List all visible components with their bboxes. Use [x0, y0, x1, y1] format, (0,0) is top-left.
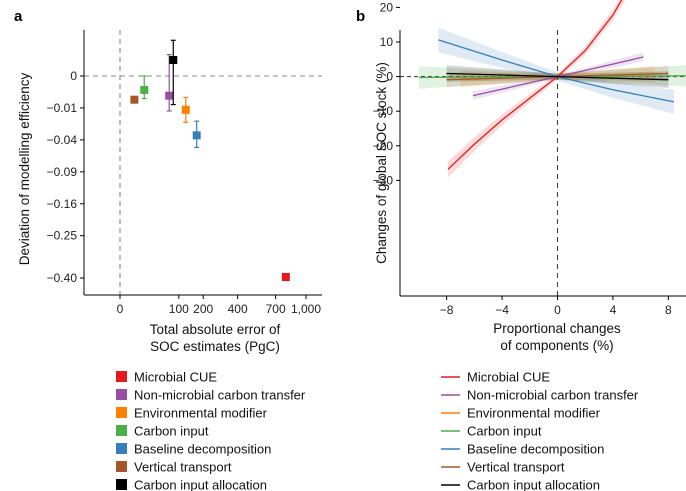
legend-swatch: [116, 407, 127, 418]
legend-label: Vertical transport: [467, 460, 565, 475]
legend-label: Environmental modifier: [134, 406, 268, 421]
panel-b-confidence-bands: [418, 0, 686, 178]
marker: [130, 95, 139, 104]
band-microbial-cue: [448, 0, 626, 178]
panel-b-y-axis-label: Changes of global SOC stock (%): [374, 62, 389, 264]
panel-b-x-axis-label-line2: of components (%): [500, 338, 613, 353]
panel-b-x-tick-label: 8: [665, 303, 672, 317]
legend-label: Carbon input: [467, 424, 542, 439]
legend-label: Microbial CUE: [467, 370, 550, 385]
legend-swatch: [116, 443, 127, 454]
panel-b-y-tick-label: 20: [380, 0, 394, 14]
legend-b-item-non-microbial-carbon-transfer: Non-microbial carbon transfer: [441, 388, 639, 403]
legend-a-item-baseline-decomposition: Baseline decomposition: [116, 442, 271, 457]
legend-label: Non-microbial carbon transfer: [467, 388, 639, 403]
legend-label: Carbon input: [134, 424, 209, 439]
panel-a-x-axis-label-line1: Total absolute error of: [150, 322, 281, 337]
legend-swatch: [116, 479, 127, 490]
panel-a-axes: 0 100 200 400 700 1,000 0 −0.01 −0.04 −0.09 −0.16 −…: [47, 30, 322, 316]
panel-b-series-lines: [418, 0, 686, 170]
panel-a-y-tick-label: −0.01: [47, 101, 78, 115]
legend-label: Vertical transport: [134, 460, 232, 475]
marker: [181, 105, 190, 114]
panel-a-reference-lines: [84, 30, 322, 295]
band-baseline-decomposition: [438, 27, 674, 115]
legend-label: Environmental modifier: [467, 406, 601, 421]
panel-a-x-tick-label: 400: [228, 302, 248, 316]
panel-a-x-tick-label: 700: [266, 302, 286, 316]
panel-a-point-carbon-input: [140, 75, 149, 100]
line-microbial-cue: [447, 0, 623, 170]
panel-a-data-points: [130, 39, 290, 282]
panel-a-point-baseline-decomposition: [192, 120, 201, 149]
legend-label: Carbon input allocation: [467, 478, 600, 491]
panel-b-x-tick-label: 0: [554, 303, 561, 317]
legend-panel-a: Microbial CUE Non-microbial carbon transf…: [116, 370, 306, 491]
panel-a-point-carbon-input-allocation: [169, 39, 178, 106]
panel-b-label: b: [356, 8, 365, 25]
panel-a-y-tick-label: −0.04: [47, 133, 78, 147]
panel-a-label: a: [14, 8, 23, 25]
legend-a-item-non-microbial-carbon-transfer: Non-microbial carbon transfer: [116, 388, 306, 403]
panel-a-point-environmental-modifier: [181, 96, 190, 123]
legend-a-item-microbial-cue: Microbial CUE: [116, 370, 217, 385]
panel-a-x-tick-label: 0: [117, 302, 124, 316]
panel-b-y-tick-label: −20: [373, 139, 394, 153]
panel-a-x-tick-label: 200: [193, 302, 213, 316]
legend-b-item-carbon-input: Carbon input: [441, 424, 542, 439]
legend-b-item-vertical-transport: Vertical transport: [441, 460, 565, 475]
panel-a-point-microbial-cue: [281, 272, 290, 282]
panel-a-y-tick-label: −0.09: [47, 165, 78, 179]
panel-b-y-tick-label: −30: [373, 173, 394, 187]
marker: [281, 272, 290, 281]
panel-b-x-tick-label: −4: [495, 303, 509, 317]
legend-swatch: [116, 425, 127, 436]
legend-swatch: [116, 461, 127, 472]
legend-a-item-environmental-modifier: Environmental modifier: [116, 406, 268, 421]
legend-b-item-environmental-modifier: Environmental modifier: [441, 406, 601, 421]
legend-label: Baseline decomposition: [134, 442, 271, 457]
legend-label: Microbial CUE: [134, 370, 217, 385]
panel-b-x-axis-label-line1: Proportional changes: [493, 321, 621, 336]
marker: [192, 131, 201, 140]
legend-panel-b: Microbial CUE Non-microbial carbon transf…: [441, 370, 639, 491]
legend-swatch: [116, 371, 127, 382]
panel-a-y-tick-label: −0.40: [47, 271, 78, 285]
panel-a-x-tick-label: 100: [169, 302, 189, 316]
legend-a-item-carbon-input-allocation: Carbon input allocation: [116, 478, 267, 491]
marker: [140, 85, 149, 94]
panel-a-point-vertical-transport: [130, 95, 139, 104]
legend-a-item-carbon-input: Carbon input: [116, 424, 209, 439]
line-carbon-input-allocation: [446, 72, 669, 81]
panel-b-y-tick-label: 0: [386, 70, 393, 84]
panel-b-x-tick-label: −8: [440, 303, 454, 317]
panel-a-chart: 0 100 200 400 700 1,000 0 −0.01 −0.04 −0.09 −0.16 −…: [17, 30, 322, 354]
panel-a-y-axis-label: Deviation of modelling efficiency: [17, 72, 32, 265]
panel-b-x-tick-label: 4: [610, 303, 617, 317]
legend-label: Baseline decomposition: [467, 442, 604, 457]
panel-b-y-tick-label: −10: [373, 104, 394, 118]
marker: [169, 56, 178, 65]
panel-b-y-tick-label: 10: [380, 35, 394, 49]
panel-a-y-tick-label: 0: [70, 69, 77, 83]
legend-b-item-baseline-decomposition: Baseline decomposition: [441, 442, 604, 457]
panel-a-y-tick-label: −0.16: [47, 197, 78, 211]
legend-b-item-carbon-input-allocation: Carbon input allocation: [441, 478, 600, 491]
legend-b-item-microbial-cue: Microbial CUE: [441, 370, 550, 385]
legend-label: Carbon input allocation: [134, 478, 267, 491]
legend-swatch: [116, 389, 127, 400]
marker: [165, 91, 174, 100]
panel-a-x-axis-label-line2: SOC estimates (PgC): [150, 339, 280, 354]
legend-a-item-vertical-transport: Vertical transport: [116, 460, 232, 475]
panel-a-x-tick-label: 1,000: [291, 302, 321, 316]
panel-a-y-tick-label: −0.25: [47, 229, 78, 243]
panel-a-point-non-microbial-carbon-transfer: [165, 53, 174, 112]
legend-label: Non-microbial carbon transfer: [134, 388, 306, 403]
